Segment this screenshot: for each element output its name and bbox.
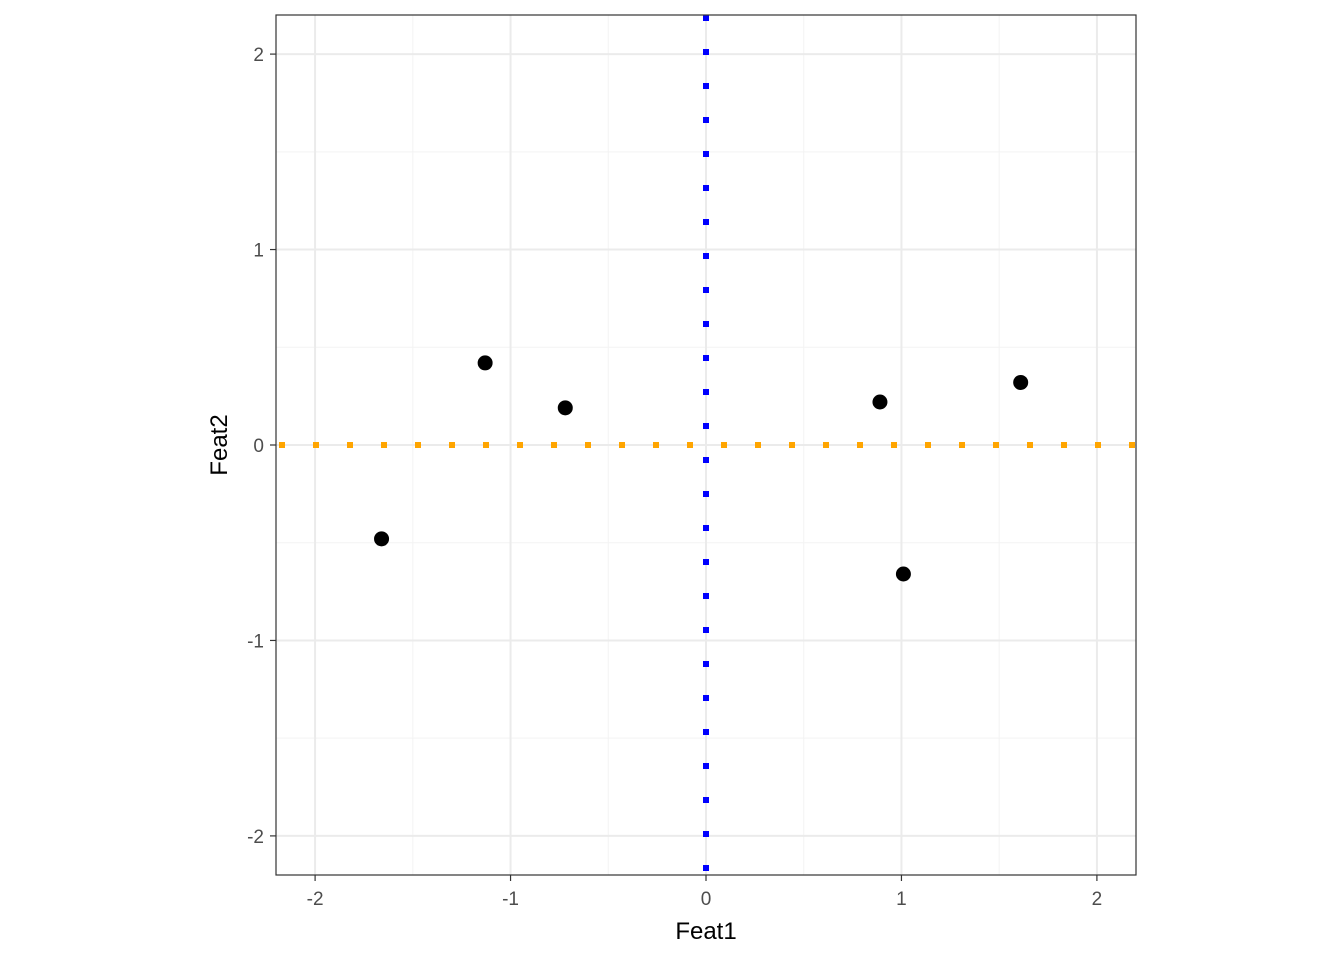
y-axis-ticks: -2 -1 0 1 2 (247, 45, 276, 848)
data-points (374, 355, 1029, 582)
x-axis-title: Feat1 (675, 918, 736, 945)
y-tick-label: -1 (247, 631, 264, 652)
x-tick-label: 1 (896, 889, 907, 910)
y-tick-label: -2 (247, 827, 264, 848)
x-axis-ticks: -2 -1 0 1 2 (307, 875, 1103, 910)
y-tick-label: 1 (253, 241, 264, 262)
x-tick-label: -1 (502, 889, 519, 910)
y-tick-label: 2 (253, 45, 264, 66)
y-axis-title: Feat2 (206, 414, 233, 475)
major-gridlines (276, 15, 1136, 875)
scatter-point (1013, 374, 1029, 390)
y-tick-label: 0 (253, 436, 264, 457)
scatter-point (557, 400, 573, 416)
x-tick-label: 0 (701, 889, 712, 910)
scatter-point (374, 531, 390, 547)
reference-lines (276, 15, 1136, 875)
scatter-point (895, 566, 911, 582)
scatter-point (477, 355, 493, 371)
scatter-point (872, 394, 888, 410)
x-tick-label: 2 (1092, 889, 1103, 910)
x-tick-label: -2 (307, 889, 324, 910)
